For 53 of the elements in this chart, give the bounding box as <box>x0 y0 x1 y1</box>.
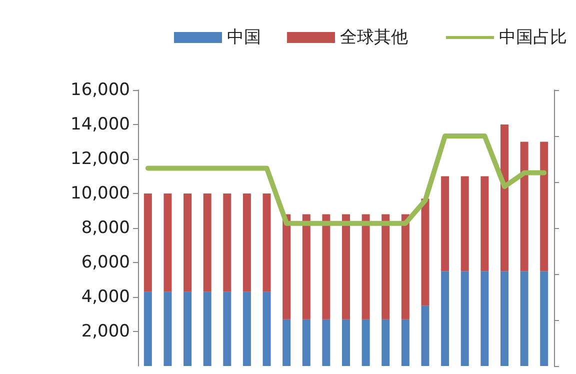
bar <box>242 194 251 292</box>
bar <box>500 271 508 366</box>
bar <box>203 292 212 366</box>
y-tick-label: 14,000 <box>70 114 130 134</box>
bar <box>500 124 508 272</box>
y-tick-label: 12,000 <box>70 149 130 169</box>
y-tick-label: 16,000 <box>70 80 130 100</box>
bar <box>262 292 271 366</box>
bar <box>282 319 291 366</box>
bar <box>362 319 370 366</box>
bar <box>421 198 430 306</box>
bar <box>184 292 192 366</box>
bar <box>401 319 410 366</box>
bar <box>520 142 528 272</box>
bar <box>302 214 310 320</box>
y-tick-label: 10,000 <box>70 184 130 204</box>
bar <box>262 194 271 292</box>
bar <box>302 319 310 366</box>
legend-label: 中国 <box>227 28 261 48</box>
bar <box>164 292 172 366</box>
bar <box>164 194 172 292</box>
y-tick-label: 2,000 <box>81 322 130 342</box>
bar <box>242 292 251 366</box>
bar <box>460 176 469 272</box>
bar <box>520 271 528 366</box>
bar <box>540 271 548 366</box>
bar <box>382 214 390 320</box>
y-tick-label: 6,000 <box>81 252 130 272</box>
bar <box>460 271 469 366</box>
bar <box>342 214 350 320</box>
bar <box>223 194 232 292</box>
y-tick-label: 8,000 <box>81 218 130 238</box>
bar <box>421 306 430 366</box>
bar <box>441 271 450 366</box>
bar <box>362 214 370 320</box>
bar <box>441 176 450 272</box>
bar <box>322 319 330 366</box>
bar <box>144 292 152 366</box>
bar <box>282 214 291 320</box>
bar <box>184 194 192 292</box>
bar <box>382 319 390 366</box>
bar <box>480 271 489 366</box>
bar <box>223 292 232 366</box>
y-tick-label: 4,000 <box>81 287 130 307</box>
bar <box>540 142 548 272</box>
bar <box>342 319 350 366</box>
bar <box>322 214 330 320</box>
bar <box>401 214 410 320</box>
legend-label: 全球其他 <box>340 28 408 48</box>
bar <box>203 194 212 292</box>
legend-label: 中国占比 <box>499 28 567 48</box>
bar <box>144 194 152 292</box>
bar <box>480 176 489 272</box>
